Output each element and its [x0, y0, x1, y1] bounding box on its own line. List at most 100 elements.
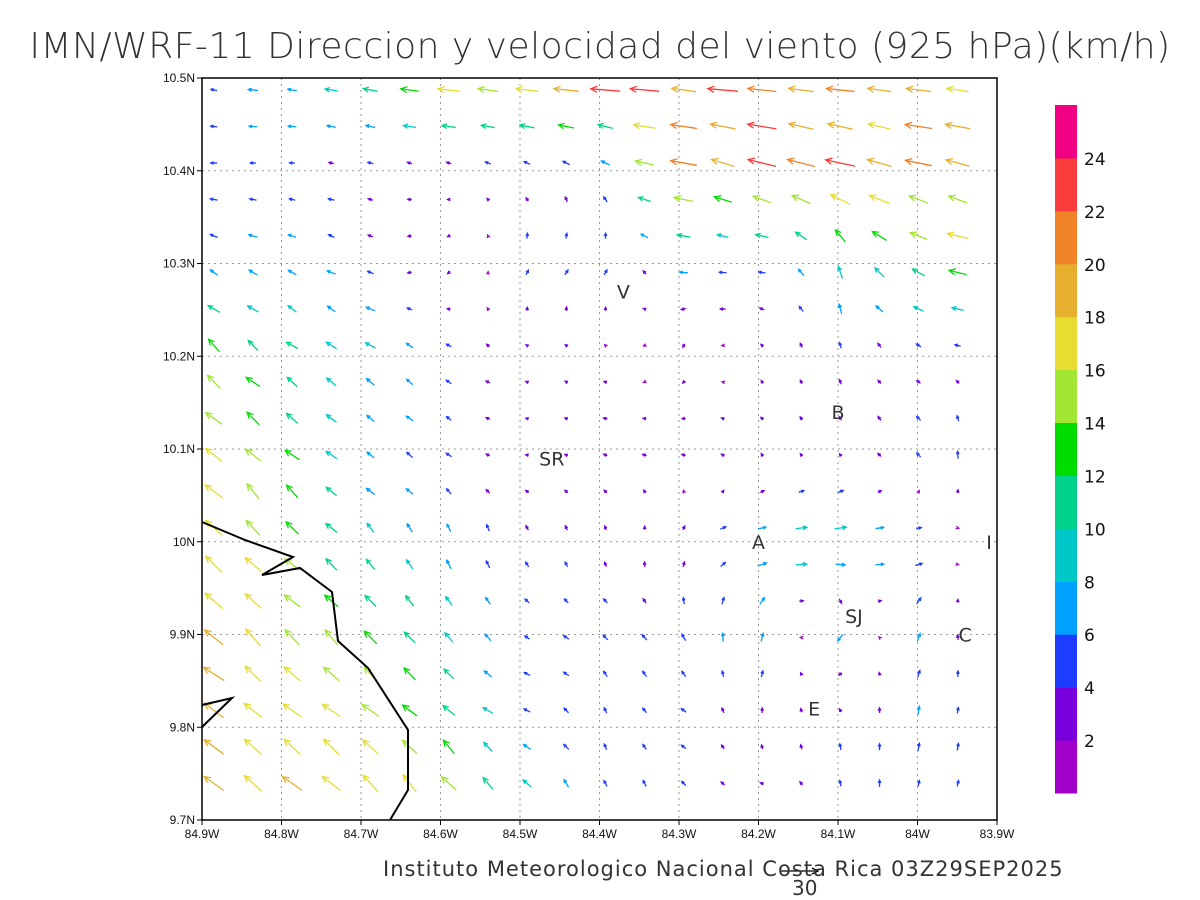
vector-head — [246, 305, 253, 311]
wind-vector — [446, 522, 452, 532]
wind-vector — [824, 85, 855, 93]
vector-head — [442, 739, 450, 747]
vector-head — [524, 343, 530, 348]
vector-shaft — [244, 738, 263, 756]
footer-credit: Instituto Meteorologico Nacional Costa R… — [383, 857, 1064, 881]
axis-ticks: 84.9W 84.8W 84.7W 84.6W 84.5W 84.4W 84.3W 84.2W… — [163, 71, 1015, 841]
vector-head — [365, 558, 372, 565]
colorbar-label: 16 — [1084, 362, 1106, 382]
vector-head — [288, 161, 293, 165]
vector-head — [798, 305, 803, 310]
vector-head — [325, 377, 332, 383]
wind-vector — [446, 197, 451, 202]
vector-head — [838, 779, 843, 784]
vector-shaft — [406, 559, 414, 570]
wind-vector — [600, 160, 610, 166]
vector-head — [246, 482, 254, 491]
vector-head — [720, 380, 726, 385]
wind-vector — [680, 670, 687, 678]
wind-vector — [760, 631, 765, 642]
vector-head — [283, 665, 292, 674]
wind-vector — [523, 635, 530, 640]
vector-head — [802, 561, 809, 567]
wind-vector — [563, 707, 569, 714]
wind-vector — [281, 775, 303, 791]
vector-shaft — [247, 305, 259, 313]
wind-vector — [285, 520, 299, 535]
vector-shaft — [403, 631, 416, 644]
vector-head — [246, 87, 253, 93]
wind-vector — [758, 525, 768, 530]
wind-vector — [877, 379, 882, 385]
wind-vector — [794, 231, 808, 241]
vector-head — [365, 451, 371, 456]
wind-vector — [482, 776, 494, 790]
vector-head — [286, 376, 293, 383]
vector-head — [486, 270, 490, 275]
wind-vector — [904, 157, 933, 167]
vector-shaft — [601, 160, 610, 166]
vector-head — [322, 666, 331, 675]
wind-vector — [552, 85, 579, 93]
vector-shaft — [247, 340, 259, 351]
vector-head — [786, 157, 795, 165]
wind-vector — [202, 666, 225, 682]
wind-vector — [642, 779, 647, 787]
wind-vector — [868, 194, 890, 205]
vector-head — [247, 339, 254, 346]
wind-vector — [838, 707, 843, 713]
vector-head — [917, 632, 922, 637]
vector-head — [321, 775, 330, 784]
wind-vector — [209, 233, 218, 239]
vector-shaft — [402, 739, 418, 755]
vector-head — [787, 85, 796, 93]
vector-head — [485, 559, 490, 565]
wind-vector — [485, 488, 491, 494]
vector-shaft — [909, 231, 928, 241]
vector-head — [604, 268, 608, 274]
wind-vector — [243, 774, 263, 792]
wind-vector — [403, 666, 416, 681]
vector-shaft — [838, 304, 843, 314]
wind-vector — [642, 524, 647, 530]
vector-head — [364, 342, 370, 347]
vector-head — [838, 341, 843, 346]
wind-vector — [866, 121, 891, 130]
wind-vector — [915, 451, 922, 458]
wind-vector — [246, 87, 259, 93]
wind-vector — [564, 195, 569, 203]
vector-head — [838, 707, 843, 713]
vector-head — [642, 560, 647, 566]
vector-head — [955, 379, 960, 384]
vector-head — [405, 487, 410, 493]
vector-head — [321, 703, 330, 711]
wind-vector — [405, 307, 413, 311]
vector-head — [406, 522, 411, 528]
vector-head — [875, 305, 880, 310]
wind-vector — [712, 195, 732, 203]
wind-vector — [325, 341, 337, 350]
vector-head — [287, 269, 292, 274]
wind-vector — [915, 379, 921, 384]
vector-shaft — [283, 594, 301, 608]
wind-vector — [404, 594, 415, 607]
vector-shaft — [671, 87, 696, 93]
lon-tick-label: 84.2W — [741, 827, 776, 841]
wind-vector — [327, 161, 335, 165]
wind-vector — [799, 415, 804, 421]
vector-head — [722, 526, 728, 530]
lat-tick-label: 9.9N — [170, 628, 195, 642]
vector-shaft — [326, 341, 337, 350]
wind-vector — [917, 705, 921, 715]
wind-vector — [642, 269, 647, 275]
wind-vector — [877, 706, 882, 713]
wind-vector — [204, 483, 224, 499]
place-label: SJ — [845, 606, 863, 628]
vector-head — [208, 197, 214, 202]
vector-shaft — [837, 266, 844, 279]
wind-vector — [944, 157, 970, 167]
wind-vector — [401, 704, 418, 717]
wind-vector — [484, 453, 491, 457]
vector-head — [404, 594, 411, 601]
